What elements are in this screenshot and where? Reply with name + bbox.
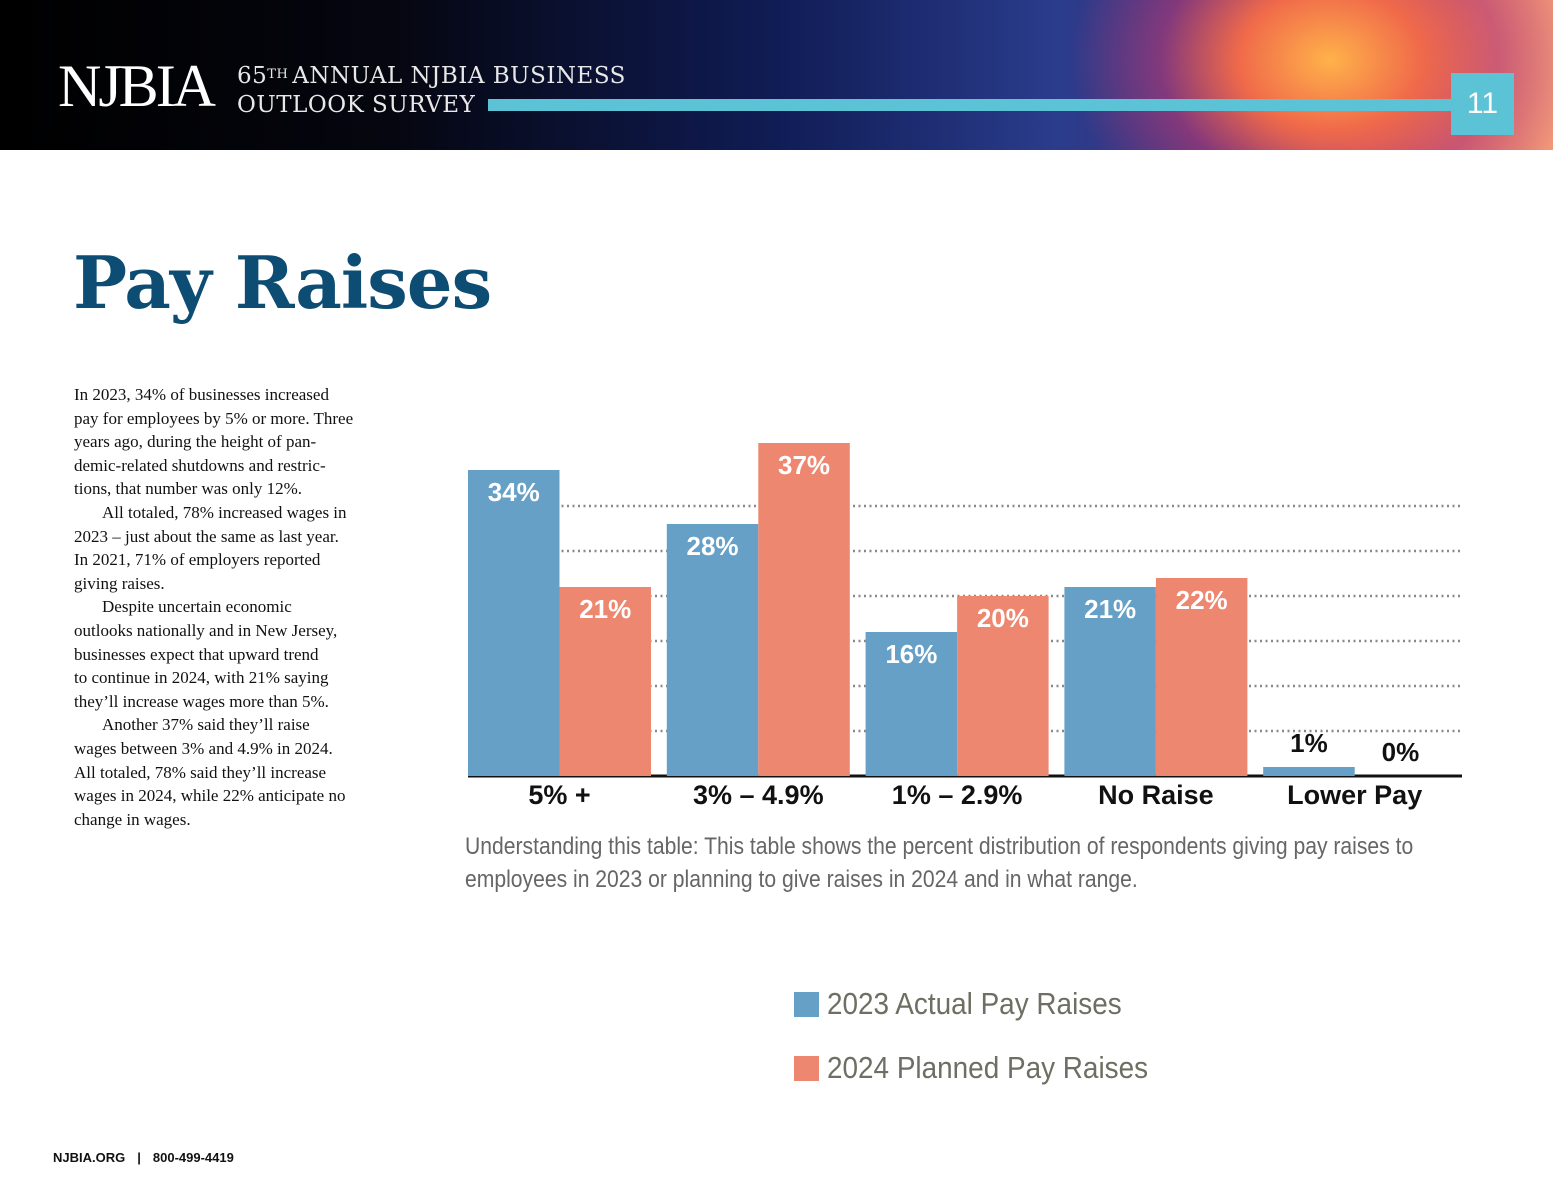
bar bbox=[666, 524, 759, 776]
text-line: change in wages. bbox=[74, 809, 191, 829]
body-text: In 2023, 34% of businesses increased pay … bbox=[74, 383, 353, 831]
value-label: 28% bbox=[687, 531, 739, 561]
text-line: to continue in 2024, with 21% saying bbox=[74, 668, 329, 688]
chart-note: Understanding this table: This table sho… bbox=[465, 833, 1414, 893]
value-label: 16% bbox=[885, 639, 937, 669]
survey-line: OUTLOOK SURVEY bbox=[237, 92, 476, 118]
value-label: 0% bbox=[1382, 737, 1420, 767]
chart: 5% + 34% 21% 3% – 4.9% 28% 37% 1% – 2.9% 16% 20%… bbox=[468, 443, 1462, 810]
bar bbox=[468, 470, 560, 776]
header-rule bbox=[488, 99, 1451, 111]
survey-title: 65TH ANNUAL NJBIA BUSINESS OUTLOOK SURVEY bbox=[237, 62, 626, 120]
bar bbox=[865, 632, 958, 776]
text-line: years ago, during the height of pan- bbox=[74, 432, 317, 452]
separator: | bbox=[137, 1150, 141, 1165]
text-line: In 2021, 71% of employers reported bbox=[74, 550, 321, 570]
bar bbox=[1064, 587, 1156, 776]
text-line: giving raises. bbox=[74, 573, 165, 593]
text-line: they’ll increase wages more than 5%. bbox=[74, 691, 329, 711]
text-line: Another 37% said they’ll raise bbox=[102, 715, 310, 735]
survey-number: 65 bbox=[237, 63, 268, 89]
x-tick-label: 3% – 4.9% bbox=[693, 780, 824, 810]
text-line: wages between 3% and 4.9% in 2024. bbox=[74, 738, 333, 758]
bar bbox=[758, 443, 850, 776]
text-line: All totaled, 78% increased wages in bbox=[102, 502, 347, 522]
bar bbox=[957, 596, 1049, 776]
value-label: 21% bbox=[579, 594, 631, 624]
paragraph: Despite uncertain economic outlooks natio… bbox=[74, 595, 353, 713]
value-label: 37% bbox=[778, 450, 830, 480]
paragraph: All totaled, 78% increased wages in 2023 … bbox=[74, 501, 353, 595]
x-tick-label: 1% – 2.9% bbox=[892, 780, 1023, 810]
footer-phone: 800-499-4419 bbox=[152, 1150, 234, 1165]
paragraph: Another 37% said they’ll raise wages betw… bbox=[74, 713, 353, 831]
x-tick-label: Lower Pay bbox=[1287, 780, 1422, 810]
legend-item: 2024 Planned Pay Raises bbox=[794, 1049, 1184, 1087]
text-line: Despite uncertain economic bbox=[102, 597, 292, 617]
value-label: 22% bbox=[1176, 585, 1228, 615]
bar bbox=[559, 587, 651, 776]
text-line: wages in 2024, while 22% anticipate no bbox=[74, 786, 346, 806]
header-banner bbox=[0, 0, 1553, 150]
page-title: Pay Raises bbox=[73, 240, 492, 325]
survey-number-suffix: TH bbox=[267, 67, 289, 82]
value-label: 1% bbox=[1290, 728, 1328, 758]
x-tick-label: No Raise bbox=[1098, 780, 1214, 810]
text-line: pay for employees by 5% or more. Three bbox=[74, 408, 354, 428]
value-label: 34% bbox=[488, 477, 540, 507]
text-line: In 2023, 34% of businesses increased bbox=[74, 385, 329, 404]
logo: NJBIA bbox=[58, 53, 216, 119]
text-line: outlooks nationally and in New Jersey, bbox=[74, 620, 338, 640]
legend-swatch bbox=[794, 1055, 819, 1081]
legend-label: 2024 Planned Pay Raises bbox=[827, 1050, 1149, 1085]
text-line: All totaled, 78% said they’ll increase bbox=[74, 762, 327, 782]
text-line: demic-related shutdowns and restric- bbox=[74, 455, 326, 475]
footer-website: NJBIA.ORG bbox=[53, 1150, 126, 1165]
text-line: tions, that number was only 12%. bbox=[74, 479, 303, 499]
text-line: 2023 – just about the same as last year. bbox=[74, 526, 339, 546]
value-label: 21% bbox=[1084, 594, 1136, 624]
x-tick-label: 5% + bbox=[528, 780, 590, 810]
legend-swatch bbox=[794, 991, 819, 1017]
legend: 2023 Actual Pay Raises 2024 Planned Pay R… bbox=[794, 985, 1184, 1113]
survey-line: ANNUAL NJBIA BUSINESS bbox=[292, 63, 626, 89]
legend-label: 2023 Actual Pay Raises bbox=[827, 986, 1122, 1021]
legend-item: 2023 Actual Pay Raises bbox=[794, 985, 1184, 1023]
bar bbox=[1155, 578, 1248, 776]
page-number: 11 bbox=[1451, 73, 1514, 135]
footer: NJBIA.ORG | 800-499-4419 bbox=[53, 1150, 234, 1165]
text-line: businesses expect that upward trend bbox=[74, 644, 319, 664]
value-label: 20% bbox=[977, 603, 1029, 633]
paragraph: In 2023, 34% of businesses increased pay … bbox=[74, 383, 353, 501]
bar bbox=[1263, 767, 1355, 776]
